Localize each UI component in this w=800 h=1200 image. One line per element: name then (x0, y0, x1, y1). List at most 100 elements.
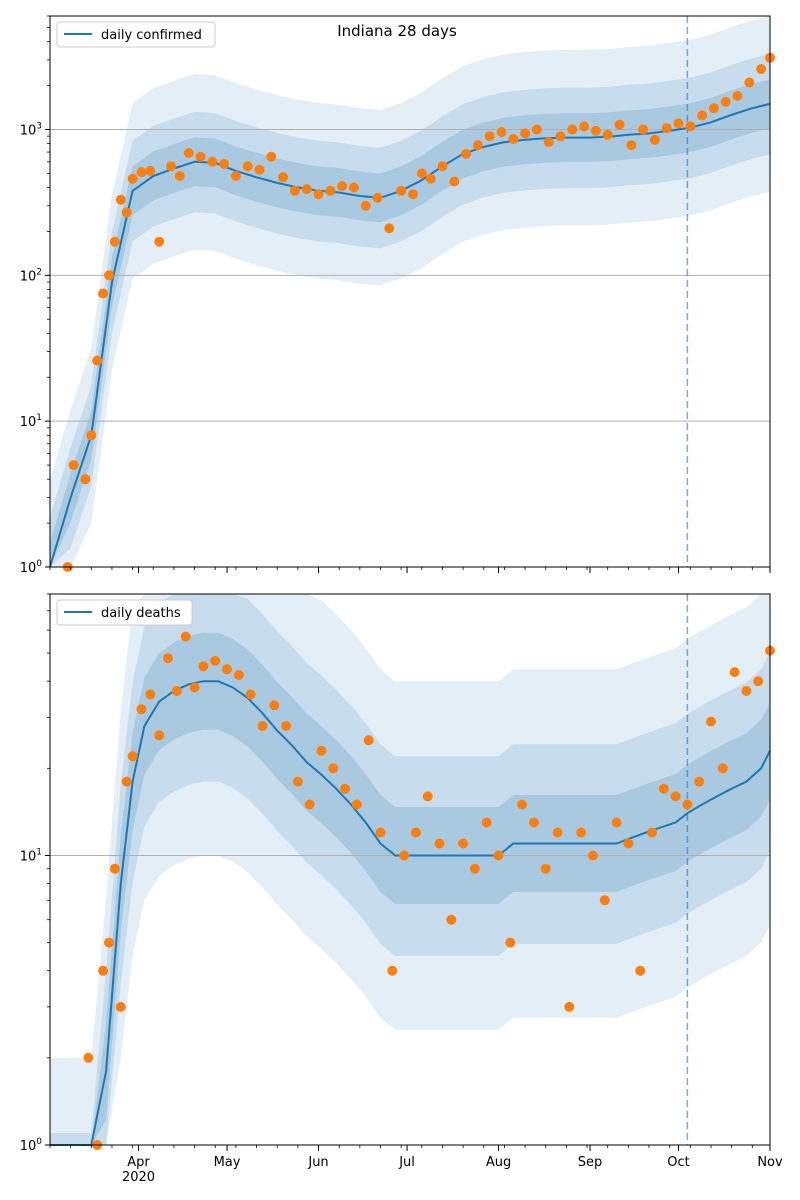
observed-point (80, 474, 91, 485)
x-tick-label: Sep (578, 1155, 603, 1170)
observed-point (372, 192, 383, 203)
observed-point (83, 1052, 94, 1063)
observed-point (127, 173, 138, 184)
observed-point (673, 118, 684, 129)
deaths-uncertainty-bands (50, 594, 770, 1145)
y-tick-label: 100 (20, 1137, 43, 1154)
observed-point (145, 689, 156, 700)
observed-point (363, 735, 374, 746)
observed-point (753, 676, 764, 687)
confirmed-axes-frame (49, 15, 771, 568)
observed-point (104, 270, 114, 281)
observed-point (316, 745, 327, 756)
observed-point (543, 137, 554, 148)
observed-point (254, 164, 265, 175)
observed-point (171, 686, 182, 696)
observed-point (741, 686, 752, 696)
confirmed-uncertainty-bands (50, 16, 770, 568)
observed-point (729, 667, 740, 678)
observed-point (599, 895, 610, 906)
observed-point (328, 763, 339, 774)
observed-point (399, 850, 410, 861)
observed-point (289, 185, 300, 196)
observed-point (685, 121, 696, 132)
observed-point (416, 168, 427, 179)
observed-point (661, 123, 672, 134)
observed-point (154, 730, 165, 741)
observed-point (210, 655, 221, 666)
observed-point (697, 110, 708, 121)
band-95 (50, 16, 770, 567)
x-tick-label: 2020 (122, 1170, 155, 1185)
observed-point (86, 430, 97, 441)
x-tick-label: Jun (307, 1155, 328, 1170)
observed-point (446, 914, 457, 925)
observed-point (649, 134, 660, 145)
observed-point (154, 236, 165, 247)
confirmed-legend-box (56, 21, 216, 48)
chart-title: Indiana 28 days (337, 22, 457, 40)
x-tick-label: Oct (667, 1155, 689, 1170)
observed-point (717, 763, 728, 774)
band-80 (50, 53, 770, 567)
observed-point (396, 185, 407, 196)
observed-point (121, 776, 132, 787)
observed-point (732, 90, 743, 101)
observed-point (422, 791, 433, 802)
observed-point (266, 151, 277, 162)
observed-point (136, 704, 147, 715)
observed-point (115, 194, 126, 205)
observed-point (337, 181, 348, 191)
observed-point (304, 799, 315, 810)
observed-point (375, 827, 386, 838)
observed-point (590, 125, 601, 136)
observed-point (469, 863, 480, 874)
observed-point (658, 783, 669, 794)
observed-point (109, 863, 120, 874)
observed-point (638, 124, 649, 135)
observed-point (325, 185, 336, 196)
observed-point (623, 838, 634, 849)
observed-point (744, 77, 755, 88)
confirmed-y-axis: 100 101 102 103 (20, 15, 50, 576)
y-tick-label: 101 (20, 847, 42, 864)
confirmed-x-axis (49, 567, 771, 573)
confirmed-legend-label: daily confirmed (101, 28, 202, 43)
observed-point (720, 96, 731, 107)
observed-point (434, 838, 445, 849)
observed-point (384, 223, 395, 234)
observed-point (257, 721, 268, 731)
observed-point (183, 148, 194, 158)
y-tick-label: 100 (20, 559, 43, 576)
deaths-legend-label: daily deaths (101, 606, 181, 621)
observed-point (461, 148, 472, 159)
x-tick-label: Aug (486, 1155, 511, 1170)
observed-point (576, 827, 587, 838)
observed-point (278, 172, 289, 183)
observed-point (174, 171, 185, 181)
observed-point (127, 751, 138, 762)
observed-point (611, 817, 622, 828)
observed-point (505, 937, 516, 948)
x-tick-label: Nov (757, 1155, 783, 1170)
observed-point (408, 189, 418, 200)
observed-point (458, 838, 469, 849)
observed-point (189, 682, 200, 693)
observed-point (387, 965, 398, 976)
x-tick-label: Jul (398, 1155, 415, 1170)
band-50 (50, 632, 770, 1145)
y-tick-label: 102 (20, 267, 42, 284)
observed-point (410, 827, 421, 838)
observed-point (694, 776, 705, 787)
observed-point (195, 151, 206, 162)
observed-point (647, 827, 657, 838)
observed-point (626, 140, 637, 151)
observed-point (340, 783, 351, 794)
observed-point (670, 791, 681, 802)
panel-confirmed: 100 101 102 103 Indiana 28 days daily confi… (20, 15, 775, 576)
observed-point (68, 460, 79, 471)
observed-point (207, 156, 218, 167)
observed-point (517, 799, 528, 810)
